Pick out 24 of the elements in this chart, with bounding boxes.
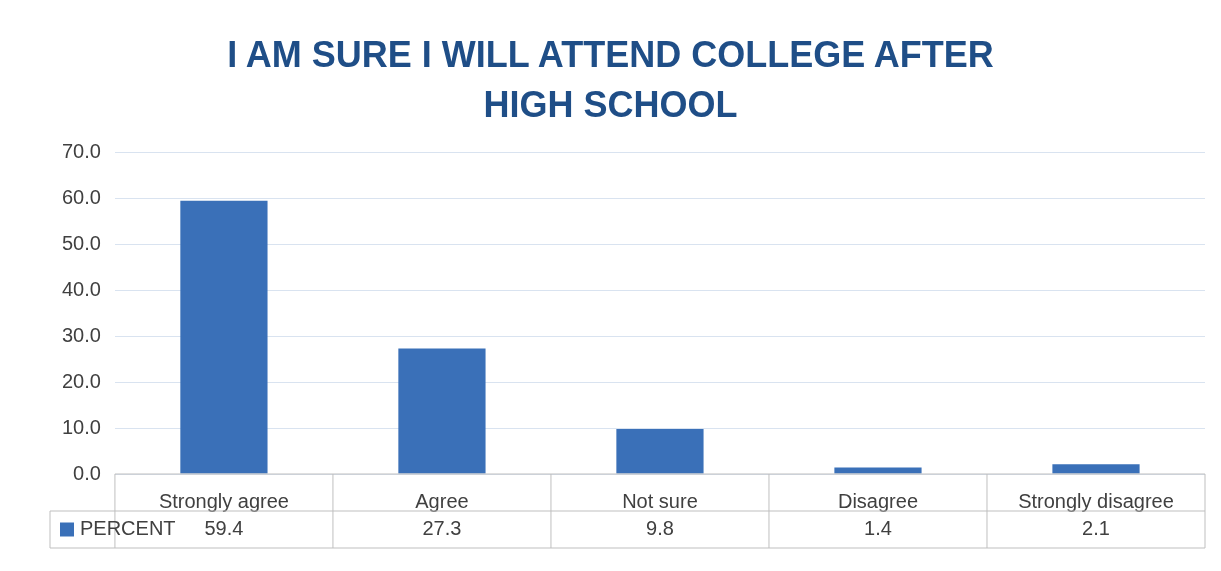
legend-label: PERCENT xyxy=(80,517,176,540)
bar xyxy=(616,428,704,474)
data-label: 2.1 xyxy=(1082,517,1110,540)
y-tick-label: 50.0 xyxy=(61,231,101,254)
y-tick-label: 60.0 xyxy=(61,185,101,208)
x-tick-label: Not sure xyxy=(622,489,698,512)
bar xyxy=(1052,464,1140,474)
bar xyxy=(398,348,486,474)
data-label: 9.8 xyxy=(646,517,674,540)
y-tick-label: 70.0 xyxy=(61,139,101,162)
x-tick-label: Disagree xyxy=(837,489,918,512)
y-tick-label: 30.0 xyxy=(61,323,101,346)
x-tick-label: Strongly disagree xyxy=(1018,489,1174,512)
x-tick-label: Agree xyxy=(415,489,469,512)
y-tick-label: 0.0 xyxy=(73,461,101,484)
y-tick-label: 40.0 xyxy=(61,277,101,300)
data-label: 59.4 xyxy=(204,517,244,540)
bar xyxy=(180,200,268,474)
y-tick-label: 10.0 xyxy=(61,415,101,438)
x-tick-label: Strongly agree xyxy=(158,489,289,512)
data-label: 1.4 xyxy=(864,517,892,540)
data-label: 27.3 xyxy=(422,517,462,540)
y-tick-label: 20.0 xyxy=(61,369,101,392)
chart-title: I AM SURE I WILL ATTEND COLLEGE AFTER HIGH SCHOOL xyxy=(226,33,995,126)
